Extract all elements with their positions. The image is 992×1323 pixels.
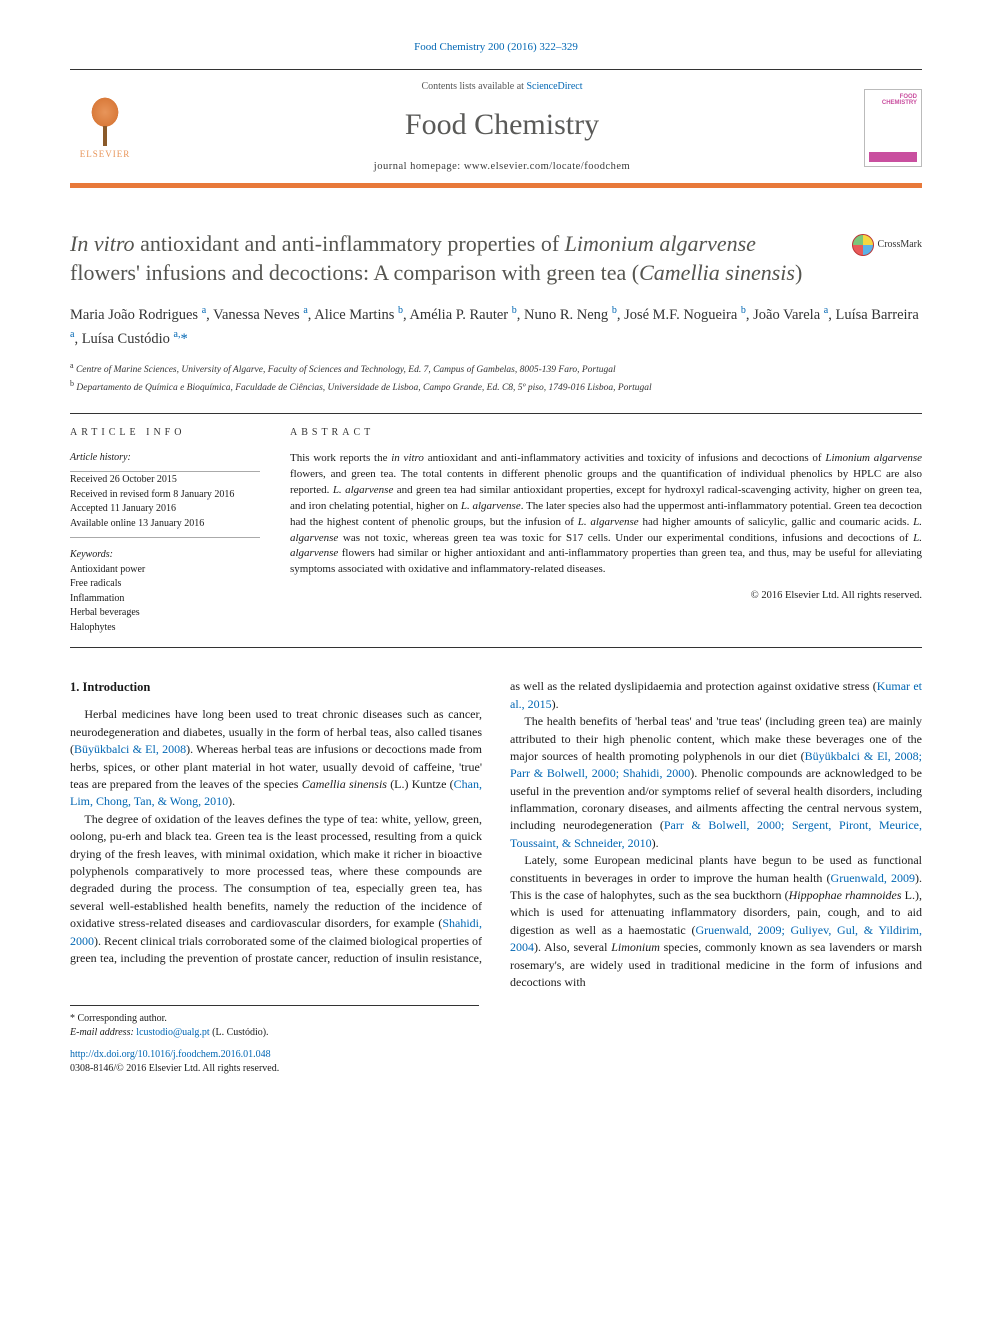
- body-paragraph: Herbal medicines have long been used to …: [70, 706, 482, 810]
- citation-link[interactable]: Chan, Lim, Chong, Tan, & Wong, 2010: [70, 777, 482, 808]
- abstract-column: ABSTRACT This work reports the in vitro …: [290, 426, 922, 635]
- masthead: ELSEVIER Contents lists available at Sci…: [70, 69, 922, 196]
- history-received: Received 26 October 2015: [70, 473, 260, 488]
- cover-thumb-bar: [869, 152, 917, 162]
- corresponding-author-footnote: * Corresponding author. E-mail address: …: [70, 1005, 479, 1040]
- elsevier-logo[interactable]: ELSEVIER: [70, 88, 140, 168]
- contents-prefix: Contents lists available at: [421, 81, 526, 92]
- affiliations: a Centre of Marine Sciences, University …: [70, 360, 922, 395]
- history-accepted: Accepted 11 January 2016: [70, 502, 260, 517]
- elsevier-tree-icon: [81, 94, 129, 146]
- title-part-2: antioxidant and anti-inflammatory proper…: [135, 231, 565, 256]
- journal-cover-thumb[interactable]: FOOD CHEMISTRY: [864, 89, 922, 167]
- article-info-column: ARTICLE INFO Article history: Received 2…: [70, 426, 260, 635]
- cover-thumb-title: FOOD CHEMISTRY: [869, 94, 917, 106]
- keyword: Herbal beverages: [70, 606, 260, 621]
- email-link[interactable]: lcustodio@ualg.pt: [136, 1027, 209, 1038]
- citation-link[interactable]: Büyükbalci & El, 2008: [74, 742, 186, 756]
- publisher-name: ELSEVIER: [80, 148, 131, 161]
- citation-link[interactable]: Gruenwald, 2009: [831, 871, 915, 885]
- keyword: Antioxidant power: [70, 563, 260, 578]
- keyword: Inflammation: [70, 592, 260, 607]
- corr-author-label: * Corresponding author.: [70, 1012, 479, 1026]
- authors-list: Maria João Rodrigues a, Vanessa Neves a,…: [70, 303, 922, 350]
- article-title: In vitro antioxidant and anti-inflammato…: [70, 230, 922, 287]
- doi-block: http://dx.doi.org/10.1016/j.foodchem.201…: [70, 1048, 479, 1076]
- abstract-head: ABSTRACT: [290, 426, 922, 441]
- orange-divider: [70, 183, 922, 188]
- keyword: Free radicals: [70, 577, 260, 592]
- history-online: Available online 13 January 2016: [70, 517, 260, 539]
- affiliation-a: a Centre of Marine Sciences, University …: [70, 360, 922, 377]
- citation-link[interactable]: Kumar et al., 2015: [510, 679, 922, 710]
- issn-copyright: 0308-8146/© 2016 Elsevier Ltd. All right…: [70, 1062, 479, 1076]
- crossmark-icon: [852, 234, 874, 256]
- history-revised: Received in revised form 8 January 2016: [70, 488, 260, 503]
- section-number: 1.: [70, 680, 79, 694]
- email-label: E-mail address:: [70, 1027, 134, 1038]
- title-part-1: In vitro: [70, 231, 135, 256]
- body-paragraphs: Herbal medicines have long been used to …: [70, 678, 922, 991]
- body-paragraph: The health benefits of 'herbal teas' and…: [510, 713, 922, 852]
- doi-link[interactable]: http://dx.doi.org/10.1016/j.foodchem.201…: [70, 1048, 479, 1062]
- contents-available-line: Contents lists available at ScienceDirec…: [140, 80, 864, 94]
- affiliation-b: b Departamento de Química e Bioquímica, …: [70, 378, 922, 395]
- keywords-list: Antioxidant powerFree radicalsInflammati…: [70, 563, 260, 636]
- title-part-5: Camellia sinensis: [639, 260, 795, 285]
- body-paragraph: Lately, some European medicinal plants h…: [510, 852, 922, 991]
- citation-link[interactable]: Parr & Bolwell, 2000; Sergent, Piront, M…: [510, 818, 922, 849]
- copyright-line: © 2016 Elsevier Ltd. All rights reserved…: [290, 588, 922, 603]
- keyword: Halophytes: [70, 621, 260, 636]
- crossmark-badge[interactable]: CrossMark: [852, 234, 922, 256]
- crossmark-label: CrossMark: [878, 238, 922, 252]
- email-person: (L. Custódio).: [212, 1027, 268, 1038]
- history-head: Article history:: [70, 451, 260, 473]
- sciencedirect-link[interactable]: ScienceDirect: [526, 81, 582, 92]
- citation-link[interactable]: Gruenwald, 2009; Guliyev, Gul, & Yildiri…: [510, 923, 922, 954]
- body-columns: 1. Introduction Herbal medicines have lo…: [70, 678, 922, 991]
- article-info-head: ARTICLE INFO: [70, 426, 260, 441]
- citation-link[interactable]: Büyükbalci & El, 2008; Parr & Bolwell, 2…: [510, 749, 922, 780]
- title-part-3: Limonium algarvense: [565, 231, 756, 256]
- title-part-6: ): [795, 260, 802, 285]
- affiliation-b-text: Departamento de Química e Bioquímica, Fa…: [76, 383, 651, 393]
- header-citation: Food Chemistry 200 (2016) 322–329: [70, 40, 922, 55]
- abstract-text: This work reports the in vitro antioxida…: [290, 451, 922, 579]
- section-title: Introduction: [83, 680, 151, 694]
- homepage-line: journal homepage: www.elsevier.com/locat…: [140, 160, 864, 175]
- section-heading: 1. Introduction: [70, 678, 482, 696]
- title-part-4: flowers' infusions and decoctions: A com…: [70, 260, 639, 285]
- homepage-prefix: journal homepage:: [374, 161, 464, 172]
- citation-link[interactable]: Shahidi, 2000: [70, 916, 482, 947]
- homepage-link[interactable]: www.elsevier.com/locate/foodchem: [464, 161, 630, 172]
- journal-name: Food Chemistry: [140, 104, 864, 146]
- corr-author-email-line: E-mail address: lcustodio@ualg.pt (L. Cu…: [70, 1026, 479, 1040]
- affiliation-a-text: Centre of Marine Sciences, University of…: [76, 366, 616, 376]
- keywords-head: Keywords:: [70, 548, 260, 563]
